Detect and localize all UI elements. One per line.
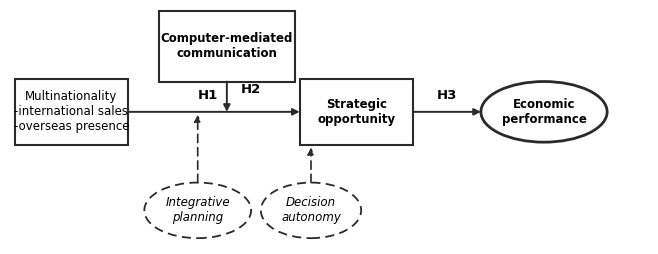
Ellipse shape (481, 82, 607, 142)
Ellipse shape (144, 183, 251, 238)
FancyBboxPatch shape (159, 11, 295, 82)
Text: Computer-mediated
communication: Computer-mediated communication (161, 32, 293, 60)
Ellipse shape (261, 183, 361, 238)
Text: Multinationality
-international sales
-overseas presence: Multinationality -international sales -o… (14, 90, 129, 133)
Text: Economic
performance: Economic performance (501, 98, 586, 126)
Text: Decision
autonomy: Decision autonomy (281, 196, 341, 224)
Text: Integrative
planning: Integrative planning (165, 196, 230, 224)
FancyBboxPatch shape (299, 79, 413, 145)
Text: Strategic
opportunity: Strategic opportunity (317, 98, 395, 126)
FancyBboxPatch shape (15, 79, 128, 145)
Text: H2: H2 (241, 83, 261, 96)
Text: H3: H3 (437, 89, 457, 102)
Text: H1: H1 (197, 89, 218, 102)
